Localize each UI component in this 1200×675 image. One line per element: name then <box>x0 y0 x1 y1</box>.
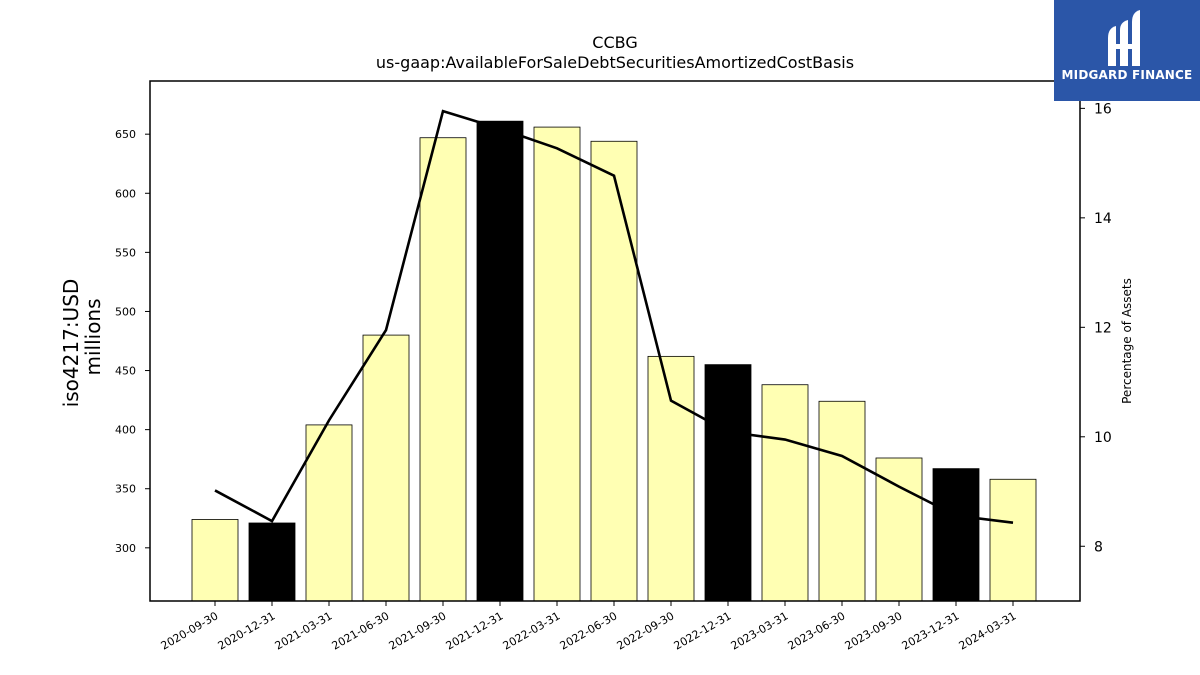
x-tick-label: 2023-06-30 <box>786 609 848 652</box>
bar-2021-03-31 <box>305 424 353 602</box>
x-tick-label: 2023-09-30 <box>843 609 905 652</box>
midgard-logo: MIDGARD FINANCE <box>1054 0 1200 101</box>
y-tick-label: 650 <box>115 128 136 141</box>
bar-2022-09-30 <box>647 355 695 602</box>
bar-2022-12-31 <box>704 364 752 602</box>
y-tick-label: 600 <box>115 187 136 200</box>
bar-2020-12-31 <box>248 522 296 602</box>
bar-2023-12-31 <box>932 468 980 602</box>
y2-tick-label: 10 <box>1094 430 1112 446</box>
y2-axis-label: Percentage of Assets <box>1120 278 1134 404</box>
bar-series <box>191 120 1037 602</box>
chart-subtitle: us-gaap:AvailableForSaleDebtSecuritiesAm… <box>376 53 854 72</box>
bar-2022-06-30 <box>590 140 638 602</box>
x-tick-label: 2021-09-30 <box>387 609 449 652</box>
bar-2021-09-30 <box>419 137 467 602</box>
x-tick-label: 2020-12-31 <box>216 609 278 652</box>
y-tick-label: 350 <box>115 483 136 496</box>
y2-tick-label: 12 <box>1094 320 1112 336</box>
x-tick-label: 2022-06-30 <box>558 609 620 652</box>
y2-tick-label: 8 <box>1094 539 1103 555</box>
bar-2022-03-31 <box>533 126 581 602</box>
y-tick-label: 400 <box>115 424 136 437</box>
bar-2024-03-31 <box>989 478 1037 602</box>
bar-2023-09-30 <box>875 457 923 602</box>
y-axis-label-units: millions <box>81 298 105 375</box>
x-tick-label: 2021-03-31 <box>273 609 335 652</box>
bar-2023-06-30 <box>818 400 866 602</box>
y-axis-label: iso4217:USD <box>59 279 83 408</box>
y-tick-label: 450 <box>115 365 136 378</box>
bar-2021-12-31 <box>476 120 524 602</box>
x-tick-label: 2022-03-31 <box>501 609 563 652</box>
plot-frame <box>149 80 1081 602</box>
bar-2021-06-30 <box>362 334 410 602</box>
x-tick-label: 2020-09-30 <box>159 609 221 652</box>
x-tick-label: 2022-09-30 <box>615 609 677 652</box>
y-axis-right: 8 10 12 14 16 <box>1080 101 1112 555</box>
bar-2020-09-30 <box>191 519 239 602</box>
x-tick-label: 2024-03-31 <box>957 609 1019 652</box>
y-tick-label: 300 <box>115 542 136 555</box>
x-tick-label: 2023-03-31 <box>729 609 791 652</box>
midgard-logo-icon <box>1108 10 1140 66</box>
x-tick-label: 2021-12-31 <box>444 609 506 652</box>
line-series <box>214 109 1014 525</box>
chart-title: CCBG <box>592 33 637 52</box>
x-tick-label: 2021-06-30 <box>330 609 392 652</box>
y-tick-label: 550 <box>115 246 136 259</box>
x-axis: 2020-09-302020-12-312021-03-312021-06-30… <box>159 601 1019 653</box>
logo-text: MIDGARD FINANCE <box>1061 68 1193 82</box>
y2-tick-label: 14 <box>1094 211 1112 227</box>
x-tick-label: 2022-12-31 <box>672 609 734 652</box>
y2-tick-label: 16 <box>1094 101 1112 117</box>
y-axis-left: 300 350 400 450 500 550 600 650 <box>115 128 150 555</box>
y-tick-label: 500 <box>115 305 136 318</box>
bar-2023-03-31 <box>761 384 809 602</box>
x-tick-label: 2023-12-31 <box>900 609 962 652</box>
